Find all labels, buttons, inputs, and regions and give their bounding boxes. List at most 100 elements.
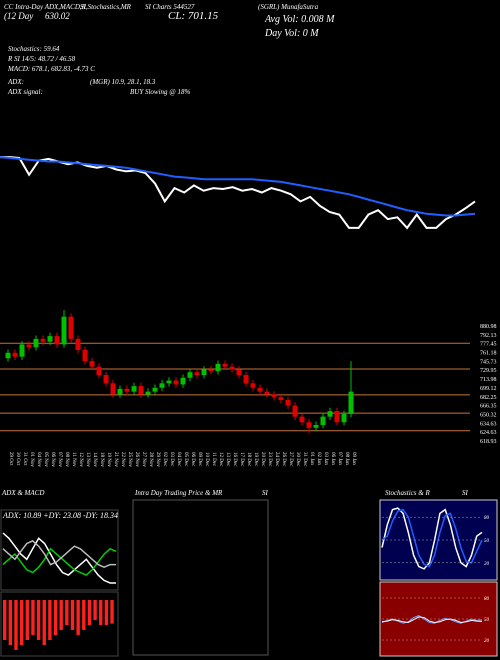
x-tick-label: 09 Jan: [351, 452, 356, 465]
candle-body: [299, 416, 305, 423]
x-tick-label: 02 Jan: [316, 452, 321, 465]
stat-text: ADX signal:: [7, 88, 43, 96]
price-label: 792.13: [480, 333, 497, 339]
candle-body: [103, 375, 109, 384]
stat-text: BUY Slowing @ 18%: [130, 88, 190, 96]
price-label: 699.12: [480, 386, 497, 392]
x-tick-label: 22 Nov: [120, 452, 125, 467]
macd-bar: [14, 600, 18, 650]
candle-body: [26, 344, 32, 348]
x-tick-label: 12 Nov: [78, 452, 83, 467]
y-tick-label: 80: [484, 516, 490, 521]
candle-body: [271, 394, 277, 398]
candle-body: [54, 336, 60, 345]
candle-body: [180, 377, 186, 385]
price-label: 729.95: [480, 368, 497, 374]
y-tick-label: 80: [484, 597, 490, 602]
macd-bar: [31, 600, 35, 635]
candle-body: [334, 411, 340, 423]
candle-body: [61, 316, 67, 345]
panel-title: Intra Day Trading Price & MR: [134, 489, 223, 497]
x-tick-label: 25 Nov: [127, 452, 132, 467]
candle-body: [257, 387, 263, 392]
stat-text: MACD: 678.1, 682.83, -4.73 C: [7, 65, 95, 73]
x-tick-label: 18 Dec: [246, 452, 251, 467]
price-label: 682.25: [480, 395, 497, 401]
y-tick-label: 50: [484, 618, 490, 623]
candle-body: [313, 425, 319, 428]
x-tick-label: 08 Jan: [344, 452, 349, 465]
x-tick-label: 20 Dec: [260, 452, 265, 467]
y-tick-label: 20: [484, 639, 490, 644]
candle-body: [292, 405, 298, 417]
x-tick-label: 13 Dec: [225, 452, 230, 467]
x-tick-label: 31 Oct: [22, 452, 27, 466]
candle-body: [82, 350, 88, 362]
header-text: SI Charts 544527: [145, 3, 195, 11]
candle-body: [187, 372, 193, 378]
header-text: (12 Day: [4, 11, 33, 21]
x-tick-label: 17 Dec: [239, 452, 244, 467]
price-label: 745.73: [480, 359, 497, 365]
x-tick-label: 02 Dec: [162, 452, 167, 467]
header-text: 630.02: [45, 11, 70, 21]
header-text: CC Intra-Day ADX,MACD,R: [4, 3, 87, 11]
x-tick-label: 30 Oct: [15, 452, 20, 466]
x-tick-label: 07 Nov: [57, 452, 62, 467]
price-label: 650.32: [480, 412, 497, 418]
x-tick-label: 27 Nov: [141, 452, 146, 467]
candle-body: [96, 366, 102, 375]
series-line: [381, 616, 483, 624]
x-tick-label: 19 Dec: [253, 452, 258, 467]
macd-bar: [93, 600, 97, 620]
candle-body: [124, 388, 130, 392]
x-tick-label: 09 Dec: [197, 452, 202, 467]
candle-body: [33, 338, 39, 348]
macd-bar: [104, 600, 109, 625]
x-tick-label: 13 Nov: [85, 452, 90, 467]
candle-body: [194, 372, 200, 375]
x-tick-label: 06 Nov: [50, 452, 55, 467]
price-label: 624.63: [480, 430, 497, 436]
candle-body: [19, 344, 25, 357]
header-text: Day Vol: 0 M: [264, 28, 319, 39]
candle-body: [40, 338, 46, 342]
x-tick-label: 07 Jan: [337, 452, 342, 465]
candle-body: [229, 366, 235, 370]
header-text: CL: 701.15: [168, 10, 219, 22]
x-tick-label: 10 Dec: [204, 452, 209, 467]
price-label: 618.93: [480, 439, 497, 445]
x-tick-label: 03 Dec: [169, 452, 174, 467]
x-tick-label: 19 Nov: [106, 452, 111, 467]
candle-body: [327, 411, 333, 417]
x-tick-label: 21 Nov: [113, 452, 118, 467]
candle-body: [236, 369, 242, 375]
series-line: [381, 507, 483, 570]
header-text: SI,Stochastics,MR: [80, 3, 132, 11]
x-tick-label: 12 Dec: [218, 452, 223, 467]
candle-body: [12, 352, 18, 357]
price-label: 880.98: [480, 324, 497, 330]
series-line: [2, 540, 116, 569]
candle-body: [145, 391, 151, 395]
series-line: [2, 532, 116, 584]
x-tick-label: 14 Nov: [92, 452, 97, 467]
x-tick-label: 18 Nov: [99, 452, 104, 467]
x-tick-label: 05 Dec: [183, 452, 188, 467]
stat-text: Stochastics: 59.64: [8, 45, 60, 53]
y-tick-label: 20: [484, 562, 490, 567]
x-tick-label: 29 Oct: [8, 452, 13, 466]
candle-body: [166, 380, 172, 384]
x-tick-label: 31 Dec: [302, 452, 307, 467]
panel-subtitle: SI: [462, 489, 469, 497]
stat-text: R SI 14/5: 48.72 / 46.58: [7, 55, 76, 63]
x-tick-label: 04 Dec: [176, 452, 181, 467]
x-tick-label: 16 Dec: [232, 452, 237, 467]
candle-body: [68, 316, 74, 339]
stat-text: (MGR) 10.9, 28.1, 18.3: [90, 78, 156, 86]
price-label: 761.18: [480, 351, 497, 357]
candle-body: [110, 383, 116, 395]
x-tick-label: 01 Jan: [309, 452, 314, 465]
